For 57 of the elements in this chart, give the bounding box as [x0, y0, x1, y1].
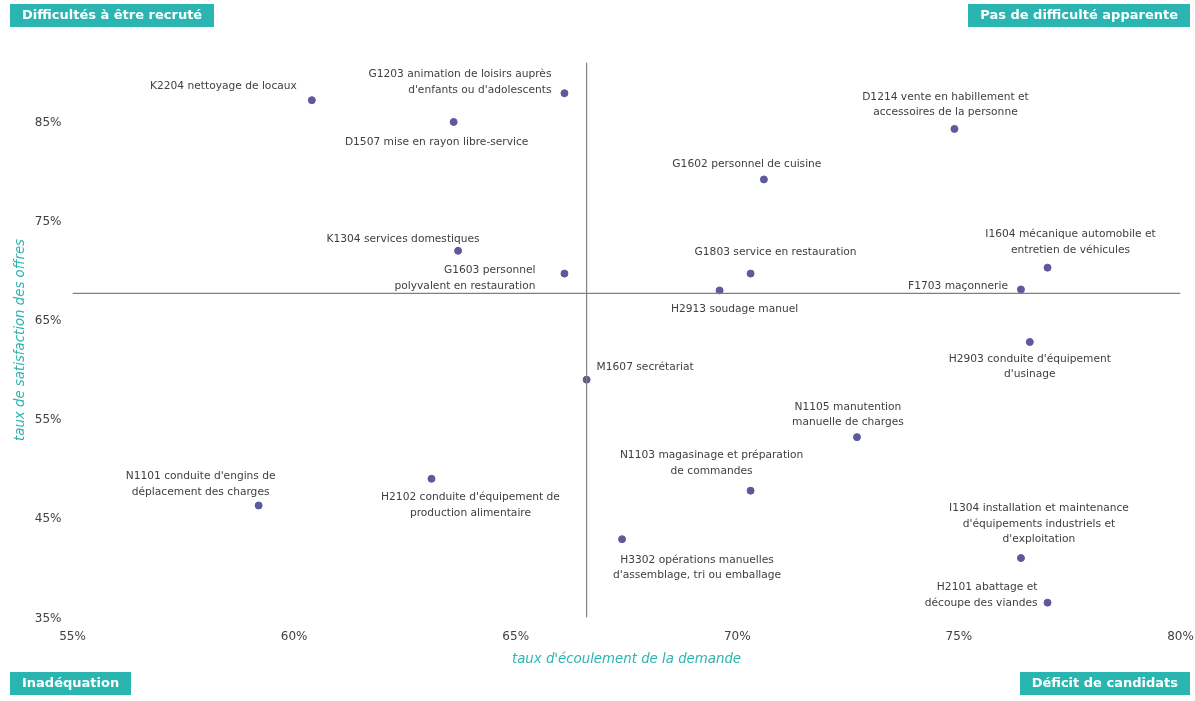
annotation: G1203 animation de loisirs auprès d'enfants ou d'adolescents [368, 66, 552, 96]
annotation: D1507 mise en rayon libre-service [344, 135, 529, 149]
annotation: H2102 conduite d'équipement de production alimentaire [381, 490, 560, 520]
annotation: N1101 conduite d'engins de déplacement des charges [125, 469, 276, 498]
point [1043, 263, 1052, 272]
annotation: M1607 secrétariat [596, 360, 694, 374]
y-tick-label: 85% [34, 114, 62, 129]
x-tick-label: 55% [59, 628, 86, 643]
point [560, 269, 569, 278]
y-tick-label: 45% [34, 511, 62, 526]
point [746, 486, 755, 495]
annotation: N1105 manutention manuelle de charges [792, 399, 905, 429]
point [307, 96, 316, 105]
point [950, 124, 959, 133]
annotation: H3302 opérations manuelles d'assemblage, tri ou emballage [612, 552, 782, 582]
annotation: H2903 conduite d'équipement d'usinage [948, 351, 1111, 381]
point [254, 501, 263, 510]
text: Inadéquation [10, 672, 132, 695]
point [746, 269, 755, 278]
point [449, 117, 458, 126]
point [759, 175, 768, 184]
annotation: I1304 installation et maintenance d'équipements industriels et d'exploitation [949, 500, 1129, 546]
point [852, 433, 861, 442]
point [1043, 598, 1052, 607]
text: Déficit de candidats [1019, 672, 1190, 695]
x-tick-label: 70% [723, 628, 751, 643]
x-axis-title: taux d'écoulement de la demande [511, 650, 742, 666]
x-tick-label: 75% [945, 628, 973, 643]
annotation: K2204 nettoyage de locaux [149, 78, 297, 92]
annotation: F1703 maçonnerie [908, 278, 1008, 292]
x-tick-label: 80% [1167, 628, 1194, 643]
y-tick-label: 35% [34, 610, 62, 625]
text: Pas de difficulté apparente [968, 4, 1190, 27]
point [715, 286, 724, 295]
point [1016, 285, 1025, 294]
point [427, 474, 436, 483]
annotation: G1603 personnel polyvalent en restauration [394, 263, 536, 292]
annotation: I1604 mécanique automobile et entretien de véhicules [985, 227, 1156, 256]
x-tick-label: 60% [280, 628, 308, 643]
point [1025, 337, 1034, 346]
point [1016, 554, 1025, 563]
annotation: K1304 services domestiques [326, 232, 481, 246]
point [618, 535, 627, 544]
point [560, 89, 569, 98]
y-tick-label: 55% [34, 412, 62, 427]
text: Difficultés à être recruté [10, 4, 215, 27]
annotation: D1214 vente en habillement et accessoires de la personne [862, 89, 1029, 119]
y-tick-label: 65% [34, 313, 62, 328]
x-tick-label: 65% [502, 628, 530, 643]
annotation: G1602 personnel de cuisine [672, 156, 822, 170]
point [454, 246, 463, 255]
annotation: N1103 magasinage et préparation de commandes [619, 448, 804, 477]
annotation: H2101 abattage et découpe des viandes [924, 580, 1038, 609]
y-axis-title: taux de satisfaction des offres [11, 238, 27, 442]
y-tick-label: 75% [34, 214, 62, 229]
annotation: G1803 service en restauration [694, 245, 857, 259]
annotation: H2913 soudage manuel [670, 301, 799, 315]
